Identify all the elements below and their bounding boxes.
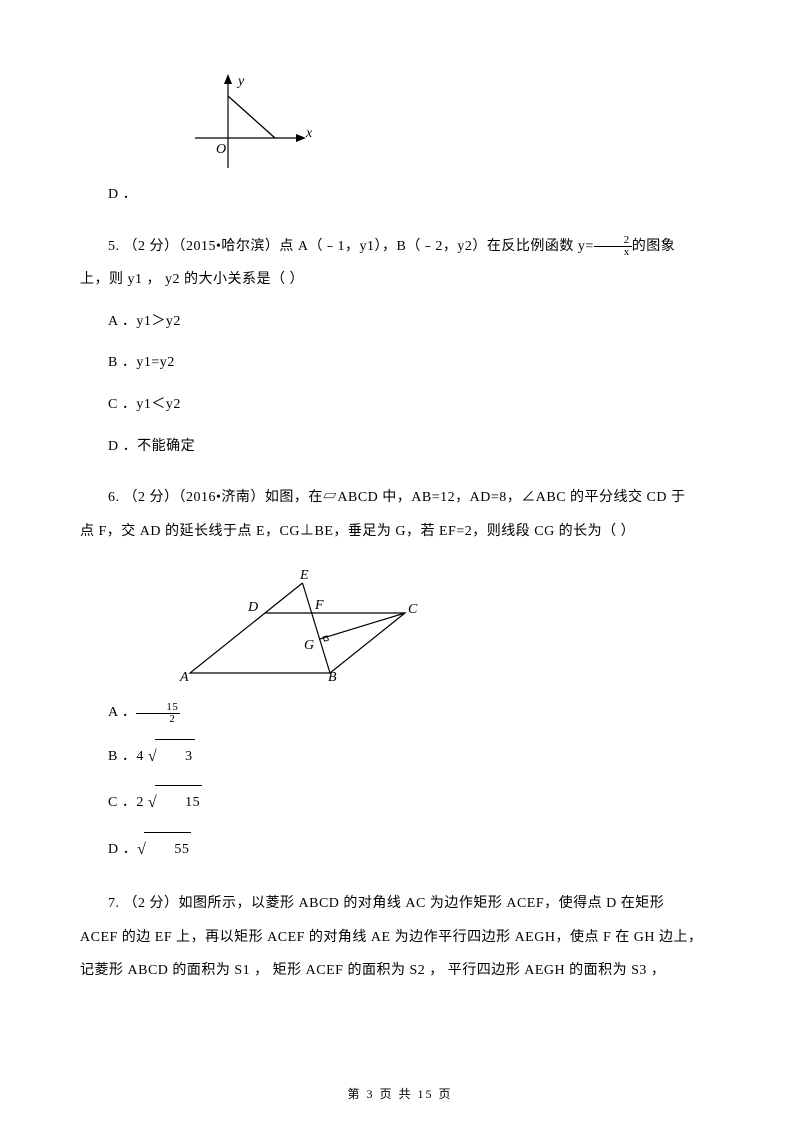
- q6-opt-b-label: B ．4: [108, 749, 148, 764]
- vD: D: [248, 600, 258, 616]
- q6-c-rad: 15: [155, 785, 202, 820]
- footer-total: 15: [418, 1087, 434, 1101]
- q4-figure-block: y x O: [180, 68, 320, 178]
- origin-label: O: [216, 142, 226, 158]
- vB: B: [328, 670, 337, 686]
- q6-opt-b: B ．4 √3: [80, 738, 720, 776]
- q7-stem-line2: ACEF 的边 EF 上，再以矩形 ACEF 的对角线 AE 为边作平行四边形 …: [80, 921, 720, 955]
- q5-stem-line2: 上，则 y1 ， y2 的大小关系是（ ）: [80, 263, 720, 297]
- q5-stem-b: 的图象: [632, 239, 676, 254]
- q5-opt-d: D ．不能确定: [80, 430, 720, 464]
- q5-stem-a: 5. （2 分）（2015•哈尔滨）点 A（﹣1，y1），B（﹣2，y2）在反比…: [108, 239, 594, 254]
- x-axis-label: x: [306, 126, 312, 142]
- q6-opt-d: D ．√55: [80, 831, 720, 869]
- q6-opt-a-frac: 152: [136, 702, 180, 725]
- footer-c: 页: [434, 1087, 453, 1101]
- vE: E: [300, 568, 309, 584]
- q6-d-rad: 55: [144, 832, 191, 867]
- footer-b: 页 共: [374, 1087, 417, 1101]
- page-footer: 第 3 页 共 15 页: [0, 1085, 800, 1102]
- q6-parallelogram-figure: [180, 558, 440, 688]
- y-axis-label: y: [238, 74, 244, 90]
- q6-a-num: 15: [136, 702, 180, 714]
- q5-opt-c: C ．y1＜y2: [80, 388, 720, 422]
- q5-opt-a: A ．y1＞y2: [80, 305, 720, 339]
- q6-opt-d-label: D ．: [108, 842, 137, 857]
- q6-opt-a: A ．152: [80, 696, 720, 730]
- q5-fraction: 2x: [594, 235, 632, 258]
- q7-stem-line3: 记菱形 ABCD 的面积为 S1 ， 矩形 ACEF 的面积为 S2 ， 平行四…: [80, 954, 720, 988]
- q6-figure-block: A B C D E F G: [180, 558, 440, 688]
- q5-stem-line1: 5. （2 分）（2015•哈尔滨）点 A（﹣1，y1），B（﹣2，y2）在反比…: [80, 230, 720, 264]
- q6-opt-c-label: C ．2: [108, 795, 148, 810]
- q6-opt-a-label: A ．: [108, 705, 136, 720]
- q6-a-den: 2: [136, 714, 180, 725]
- vF: F: [315, 598, 324, 614]
- q4-axes-figure: [180, 68, 320, 178]
- footer-a: 第: [347, 1087, 366, 1101]
- q6-opt-c: C ．2 √15: [80, 784, 720, 822]
- vG: G: [304, 638, 314, 654]
- q6-b-rad: 3: [155, 739, 195, 774]
- q5-opt-b: B ．y1=y2: [80, 346, 720, 380]
- option-d-label: D ．: [108, 187, 137, 202]
- q6-stem-line1: 6. （2 分）（2016•济南）如图，在▱ABCD 中，AB=12，AD=8，…: [80, 481, 720, 515]
- document-page: y x O D ． 5. （2 分）（2015•哈尔滨）点 A（﹣1，y1），B…: [0, 0, 800, 1132]
- q7-stem-line1: 7. （2 分）如图所示，以菱形 ABCD 的对角线 AC 为边作矩形 ACEF…: [80, 887, 720, 921]
- q4-option-d: D ．: [80, 178, 720, 212]
- vC: C: [408, 602, 417, 618]
- vA: A: [180, 670, 189, 686]
- q6-stem-line2: 点 F，交 AD 的延长线于点 E，CG⊥BE，垂足为 G，若 EF=2，则线段…: [80, 515, 720, 549]
- q5-frac-den: x: [594, 247, 632, 258]
